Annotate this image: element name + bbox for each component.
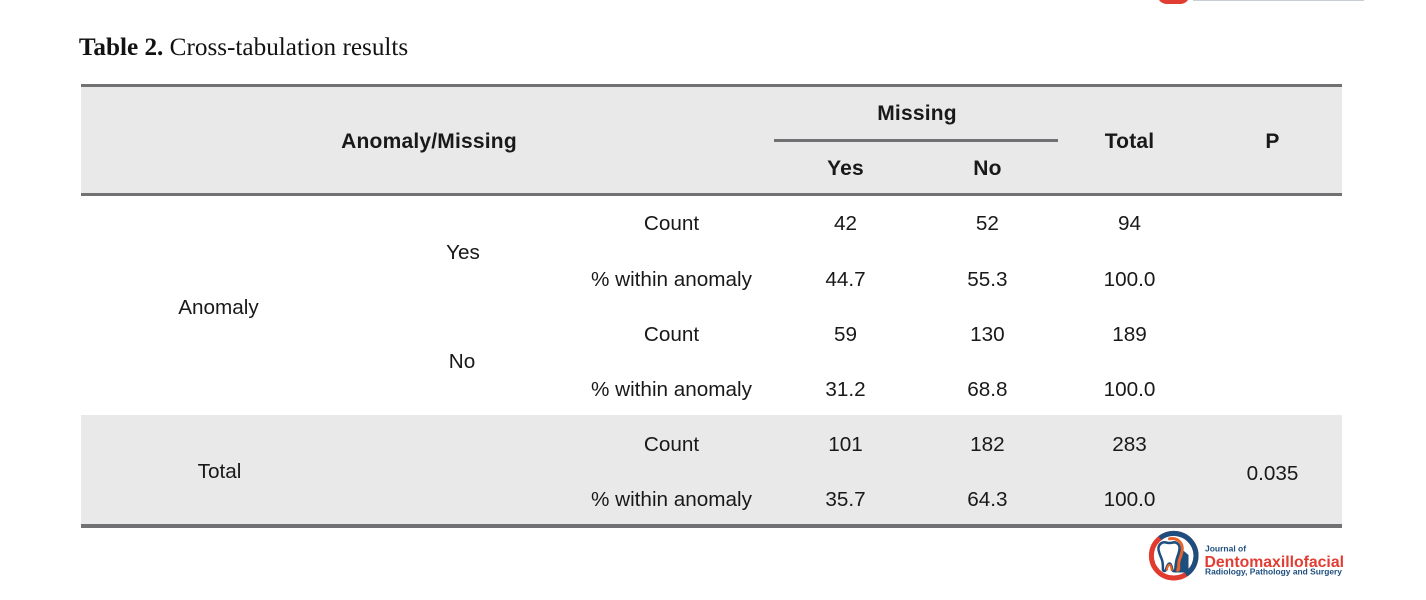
svg-text:Dentomaxillofacial: Dentomaxillofacial (1205, 554, 1345, 571)
svg-text:Radiology, Pathology and Surge: Radiology, Pathology and Surgery (1205, 568, 1343, 577)
svg-text:Journal of: Journal of (1205, 544, 1246, 554)
